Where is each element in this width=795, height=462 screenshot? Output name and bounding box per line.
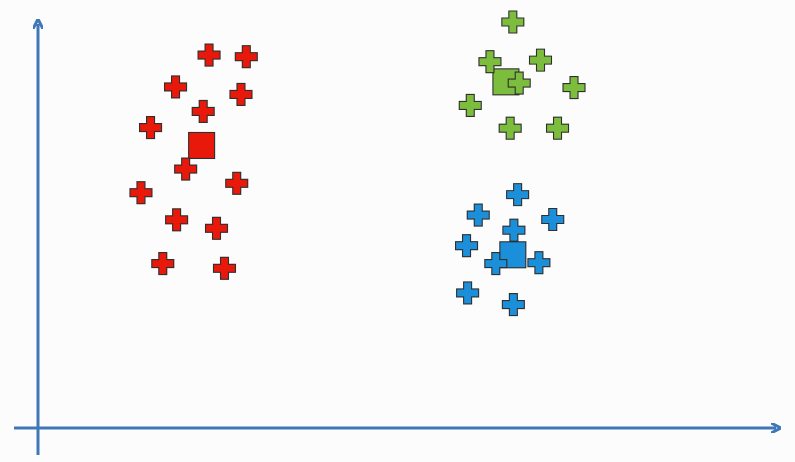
- cluster-2-point-7: [498, 116, 522, 140]
- cluster-1-point-1: [197, 43, 221, 67]
- cluster-1-point-7: [174, 157, 198, 181]
- cluster-2-point-5: [562, 75, 586, 100]
- cluster-3-point-6: [484, 252, 508, 276]
- cluster-1-point-3: [163, 75, 188, 99]
- cluster-3-point-8: [456, 281, 480, 305]
- cluster-2-point-2: [478, 50, 502, 74]
- cluster-3-point-4: [502, 218, 526, 242]
- cluster-3-point-3: [541, 207, 565, 232]
- cluster-2-point-4: [507, 71, 531, 95]
- cluster-3: [454, 183, 565, 317]
- cluster-1-point-5: [191, 99, 215, 124]
- cluster-1-point-8: [225, 171, 249, 195]
- cluster-1-point-6: [138, 115, 163, 140]
- cluster-3-point-5: [454, 234, 479, 258]
- cluster-3-point-1: [506, 183, 530, 207]
- cluster-3-point-9: [501, 293, 525, 317]
- cluster-1-point-9: [129, 181, 153, 205]
- cluster-3-point-2: [466, 203, 490, 227]
- cluster-2-point-8: [545, 116, 570, 140]
- cluster-1: [129, 43, 258, 280]
- cluster-1-point-2: [234, 45, 258, 69]
- cluster-1-point-11: [204, 216, 229, 240]
- cluster-1-point-10: [165, 208, 189, 232]
- cluster-2-point-1: [501, 10, 525, 34]
- cluster-1-point-13: [212, 256, 237, 280]
- cluster-2-point-3: [528, 48, 553, 72]
- cluster-1-point-12: [151, 252, 175, 276]
- cluster-2-point-6: [458, 93, 482, 118]
- data-marks: [129, 10, 586, 317]
- cluster-3-point-7: [527, 251, 551, 275]
- cluster-1-centroid: [188, 131, 216, 160]
- cluster-1-point-4: [229, 82, 253, 106]
- cluster-2: [458, 10, 586, 140]
